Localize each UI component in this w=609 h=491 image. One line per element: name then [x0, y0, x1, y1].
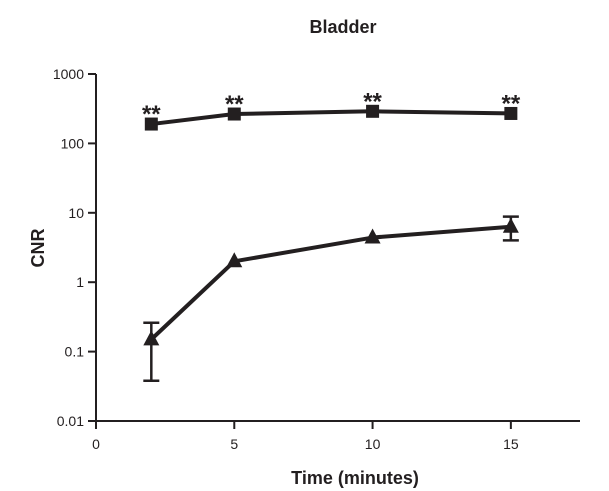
x-axis-label: Time (minutes) [291, 468, 419, 488]
y-tick-label: 100 [61, 135, 85, 151]
y-tick-label: 0.01 [57, 413, 84, 429]
chart-title: Bladder [309, 17, 376, 37]
series-square [144, 104, 518, 131]
x-tick-label: 0 [92, 436, 100, 452]
x-tick-label: 10 [365, 436, 381, 452]
y-ticks: 1000 100 10 1 0.1 0.01 [53, 66, 96, 429]
series-line [151, 109, 511, 127]
series-triangle [143, 215, 519, 383]
y-tick-label: 0.1 [65, 344, 85, 360]
data-point-square [144, 117, 158, 131]
significance-annotation: ** [225, 91, 244, 118]
data-point-triangle [364, 228, 381, 244]
annotations: ** ** ** ** [142, 88, 521, 128]
y-tick-label: 10 [68, 205, 84, 221]
data-point-square [504, 106, 518, 120]
series-layer [143, 104, 519, 383]
data-point-triangle [143, 330, 160, 346]
data-point-square [227, 107, 241, 121]
data-point-square [366, 104, 380, 118]
x-tick-label: 5 [230, 436, 238, 452]
series-line [149, 224, 512, 341]
y-tick-label: 1 [76, 274, 84, 290]
y-axis-label: CNR [28, 229, 48, 268]
significance-annotation: ** [142, 101, 161, 128]
significance-annotation: ** [502, 90, 521, 117]
x-ticks: 0 5 10 15 [92, 421, 519, 452]
data-point-triangle [226, 252, 243, 268]
data-point-triangle [502, 217, 519, 233]
x-tick-label: 15 [503, 436, 519, 452]
axes [95, 74, 580, 422]
y-tick-label: 1000 [53, 66, 84, 82]
significance-annotation: ** [363, 88, 382, 115]
